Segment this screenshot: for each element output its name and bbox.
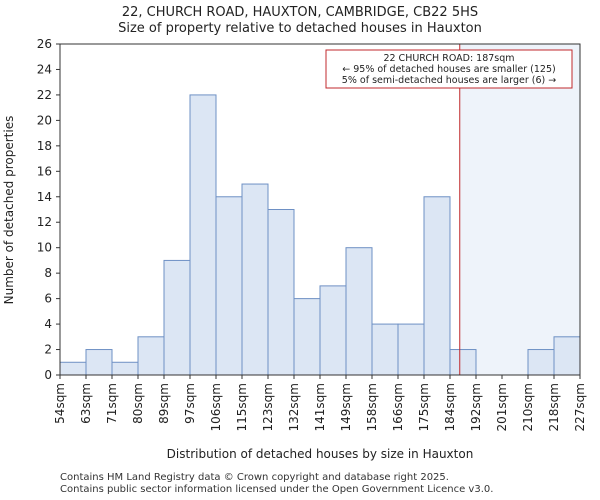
x-tick-label: 201sqm bbox=[495, 383, 509, 431]
bars-group bbox=[59, 94, 581, 376]
y-axis-label: Number of detached properties bbox=[2, 116, 16, 305]
y-tick-label: 24 bbox=[37, 62, 52, 76]
bar-158sqm bbox=[371, 323, 399, 376]
bar-166sqm bbox=[397, 323, 425, 376]
bar-123sqm bbox=[267, 209, 295, 376]
x-tick-label: 192sqm bbox=[469, 383, 483, 431]
x-tick-label: 63sqm bbox=[79, 383, 93, 424]
y-tick-label: 6 bbox=[44, 292, 52, 306]
y-tick-label: 20 bbox=[37, 113, 52, 127]
y-tick-label: 4 bbox=[44, 317, 52, 331]
bar-132sqm bbox=[293, 298, 321, 376]
bar-97sqm bbox=[189, 94, 217, 376]
bar-149sqm bbox=[345, 247, 373, 376]
y-tick-label: 10 bbox=[37, 241, 52, 255]
y-tick-label: 2 bbox=[44, 343, 52, 357]
x-tick-label: 158sqm bbox=[365, 383, 379, 431]
bar-210sqm bbox=[527, 349, 555, 376]
x-tick-label: 175sqm bbox=[417, 383, 431, 431]
chart-title: 22, CHURCH ROAD, HAUXTON, CAMBRIDGE, CB2… bbox=[122, 5, 478, 20]
annotation-smaller: ← 95% of detached houses are smaller (12… bbox=[342, 64, 555, 75]
y-tick-label: 14 bbox=[37, 190, 52, 204]
x-tick-label: 184sqm bbox=[443, 383, 457, 431]
y-tick-label: 18 bbox=[37, 139, 52, 153]
x-axis: 54sqm 63sqm 71sqm 80sqm 89sqm 97sqm 106sqm 115s… bbox=[53, 375, 587, 431]
bar-115sqm bbox=[241, 183, 269, 376]
bar-71sqm bbox=[111, 361, 139, 376]
x-tick-label: 80sqm bbox=[131, 383, 145, 424]
y-tick-label: 0 bbox=[44, 368, 52, 382]
bar-106sqm bbox=[215, 196, 243, 376]
annotation-larger: 5% of semi-detached houses are larger (6… bbox=[342, 75, 556, 86]
x-tick-label: 141sqm bbox=[313, 383, 327, 431]
bar-184sqm bbox=[449, 349, 477, 376]
x-tick-label: 166sqm bbox=[391, 383, 405, 431]
y-tick-label: 26 bbox=[37, 37, 52, 51]
y-tick-label: 22 bbox=[37, 88, 52, 102]
annotation-box: 22 CHURCH ROAD: 187sqm ← 95% of detached… bbox=[325, 49, 573, 89]
x-tick-label: 106sqm bbox=[209, 383, 223, 431]
footer-copyright: Contains HM Land Registry data © Crown c… bbox=[60, 472, 449, 483]
larger-houses-region bbox=[459, 44, 580, 375]
bar-218sqm bbox=[553, 336, 581, 376]
x-axis-label: Distribution of detached houses by size … bbox=[167, 447, 474, 461]
bar-141sqm bbox=[319, 285, 347, 376]
bar-80sqm bbox=[137, 336, 165, 376]
annotation-frame bbox=[325, 49, 573, 89]
y-tick-label: 16 bbox=[37, 164, 52, 178]
x-tick-label: 210sqm bbox=[521, 383, 535, 431]
x-tick-label: 218sqm bbox=[547, 383, 561, 431]
bar-175sqm bbox=[423, 196, 451, 376]
x-tick-label: 227sqm bbox=[573, 383, 587, 431]
footer-licence: Contains public sector information licen… bbox=[60, 484, 494, 495]
bar-89sqm bbox=[163, 259, 191, 376]
y-tick-label: 12 bbox=[37, 215, 52, 229]
x-tick-label: 123sqm bbox=[261, 383, 275, 431]
bar-63sqm bbox=[85, 349, 113, 376]
x-tick-label: 54sqm bbox=[53, 383, 67, 424]
x-tick-label: 149sqm bbox=[339, 383, 353, 431]
x-tick-label: 115sqm bbox=[235, 383, 249, 431]
x-tick-label: 132sqm bbox=[287, 383, 301, 431]
chart-subtitle: Size of property relative to detached ho… bbox=[118, 21, 482, 36]
bar-54sqm bbox=[59, 361, 87, 376]
x-tick-label: 71sqm bbox=[105, 383, 119, 424]
x-tick-label: 97sqm bbox=[183, 383, 197, 424]
annotation-title: 22 CHURCH ROAD: 187sqm bbox=[383, 53, 514, 64]
x-tick-label: 89sqm bbox=[157, 383, 171, 424]
y-tick-label: 8 bbox=[44, 266, 52, 280]
